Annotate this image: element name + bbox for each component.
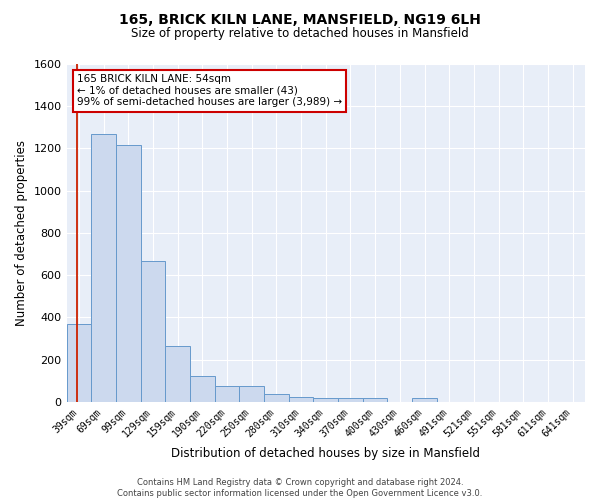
- Bar: [165, 346, 190, 402]
- Bar: [91, 134, 116, 402]
- X-axis label: Distribution of detached houses by size in Mansfield: Distribution of detached houses by size …: [171, 447, 480, 460]
- Text: Size of property relative to detached houses in Mansfield: Size of property relative to detached ho…: [131, 28, 469, 40]
- Bar: [313, 398, 338, 402]
- Bar: [264, 394, 289, 402]
- Bar: [116, 146, 140, 402]
- Bar: [190, 376, 215, 402]
- Bar: [338, 398, 363, 402]
- Bar: [67, 324, 91, 402]
- Bar: [239, 386, 264, 402]
- Bar: [289, 397, 313, 402]
- Y-axis label: Number of detached properties: Number of detached properties: [15, 140, 28, 326]
- Text: Contains HM Land Registry data © Crown copyright and database right 2024.
Contai: Contains HM Land Registry data © Crown c…: [118, 478, 482, 498]
- Bar: [215, 386, 239, 402]
- Text: 165 BRICK KILN LANE: 54sqm
← 1% of detached houses are smaller (43)
99% of semi-: 165 BRICK KILN LANE: 54sqm ← 1% of detac…: [77, 74, 342, 108]
- Text: 165, BRICK KILN LANE, MANSFIELD, NG19 6LH: 165, BRICK KILN LANE, MANSFIELD, NG19 6L…: [119, 12, 481, 26]
- Bar: [363, 398, 388, 402]
- Bar: [412, 398, 437, 402]
- Bar: [140, 262, 165, 402]
